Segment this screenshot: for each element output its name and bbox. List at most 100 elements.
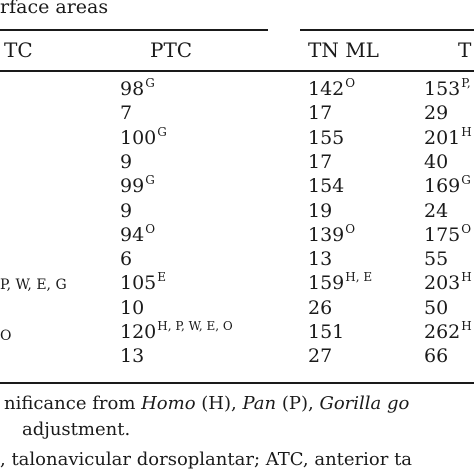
cell-value: 105 — [120, 272, 157, 295]
cell-superscript: O — [145, 221, 156, 236]
cell-value: 19 — [308, 199, 333, 222]
cell-ptc: 13 — [120, 345, 145, 369]
cell-value: 154 — [308, 175, 345, 198]
top-rule-right — [300, 29, 474, 31]
cell-ptc: 9 — [120, 151, 133, 175]
cell-value: 55 — [424, 248, 449, 271]
cell-value: 7 — [120, 102, 133, 125]
cell-col3: 50 — [424, 297, 449, 321]
cell-col3: 153P, — [424, 76, 471, 102]
cell-ptc: 120H, P, W, E, O — [120, 319, 233, 345]
cell-value: 24 — [424, 199, 449, 222]
top-rule-left — [0, 29, 268, 31]
cell-superscript: O — [345, 221, 356, 236]
cell-tnml: 26 — [308, 297, 333, 321]
cell-value: 66 — [424, 345, 449, 368]
cell-tnml: 17 — [308, 102, 333, 126]
cell-superscript: O — [345, 76, 356, 90]
cell-tnml: 139O — [308, 221, 356, 248]
cell-value: 120 — [120, 321, 157, 343]
cell-tnml: 154 — [308, 175, 345, 199]
cell-ptc: 10 — [120, 297, 145, 321]
cell-value: 9 — [120, 150, 133, 173]
left-fragment-row11: O — [0, 328, 12, 344]
cell-superscript: G — [145, 76, 155, 90]
cell-ptc: 98G — [120, 76, 155, 102]
cell-ptc: 105E — [120, 270, 167, 296]
cell-value: 27 — [308, 345, 333, 368]
cell-value: 201 — [424, 126, 461, 149]
cell-tnml: 17 — [308, 151, 333, 175]
cell-ptc: 6 — [120, 248, 133, 272]
cell-value: 153 — [424, 78, 461, 100]
cell-value: 6 — [120, 248, 133, 271]
cell-value: 142 — [308, 78, 345, 100]
cell-value: 100 — [120, 126, 157, 149]
cell-superscript: G — [157, 124, 167, 139]
cell-value: 99 — [120, 175, 145, 198]
cell-value: 94 — [120, 223, 145, 246]
cell-tnml: 27 — [308, 345, 333, 369]
cell-col3: 40 — [424, 151, 449, 175]
cell-superscript: H — [461, 270, 472, 285]
cell-value: 13 — [308, 248, 333, 271]
cell-value: 26 — [308, 296, 333, 319]
footnote-1c: (P), — [276, 393, 320, 414]
cell-superscript: H, E — [345, 270, 373, 285]
left-fragment-row9: P, W, E, G — [0, 277, 67, 293]
cell-col3: 55 — [424, 248, 449, 272]
footnote-line-2: adjustment. — [22, 419, 131, 440]
footnote-gorilla: Gorilla go — [319, 393, 410, 414]
cell-value: 98 — [120, 78, 145, 100]
cell-superscript: P, — [461, 76, 471, 90]
cell-ptc: 7 — [120, 102, 133, 126]
cell-value: 9 — [120, 199, 133, 222]
header-col0: TC — [4, 38, 33, 62]
cell-value: 50 — [424, 296, 449, 319]
cell-value: 175 — [424, 223, 461, 246]
cell-col3: 262H — [424, 319, 472, 345]
cell-col3: 24 — [424, 200, 449, 224]
cell-value: 40 — [424, 150, 449, 173]
cell-col3: 29 — [424, 102, 449, 126]
header-rule — [0, 70, 474, 72]
cell-superscript: O — [461, 221, 472, 236]
footnote-1b: (H), — [195, 393, 243, 414]
cell-ptc: 94O — [120, 221, 156, 248]
cell-superscript: E — [157, 270, 167, 285]
footnote-1a: nificance from — [4, 393, 142, 414]
footnote-line-1: nificance from Homo (H), Pan (P), Gorill… — [4, 393, 409, 414]
cell-superscript: H — [461, 124, 472, 139]
cell-value: 203 — [424, 272, 461, 295]
cell-superscript: H, P, W, E, O — [157, 319, 233, 333]
cell-value: 169 — [424, 175, 461, 198]
header-col3: T — [458, 38, 472, 62]
cell-superscript: H — [461, 319, 472, 333]
cell-value: 10 — [120, 296, 145, 319]
cell-value: 29 — [424, 102, 449, 125]
footnote-line-3: , talonavicular dorsoplantar; ATC, anter… — [0, 449, 413, 470]
cell-tnml: 142O — [308, 76, 356, 102]
cell-tnml: 159H, E — [308, 270, 373, 296]
bottom-rule — [0, 382, 474, 384]
cell-ptc: 9 — [120, 200, 133, 224]
cell-tnml: 155 — [308, 127, 345, 151]
cell-value: 262 — [424, 321, 461, 343]
cell-value: 17 — [308, 150, 333, 173]
footnote-pan: Pan — [242, 393, 277, 414]
cell-tnml: 13 — [308, 248, 333, 272]
cell-ptc: 100G — [120, 124, 167, 151]
table-title: rface areas — [0, 0, 109, 18]
cell-superscript: G — [461, 173, 471, 188]
cell-value: 151 — [308, 321, 345, 343]
footnote-homo: Homo — [141, 393, 196, 414]
cell-value: 155 — [308, 126, 345, 149]
cell-value: 139 — [308, 223, 345, 246]
cell-value: 17 — [308, 102, 333, 125]
cell-superscript: G — [145, 173, 155, 188]
cell-col3: 175O — [424, 221, 472, 248]
cell-tnml: 19 — [308, 200, 333, 224]
cell-tnml: 151 — [308, 321, 345, 345]
cell-col3: 203H — [424, 270, 472, 296]
